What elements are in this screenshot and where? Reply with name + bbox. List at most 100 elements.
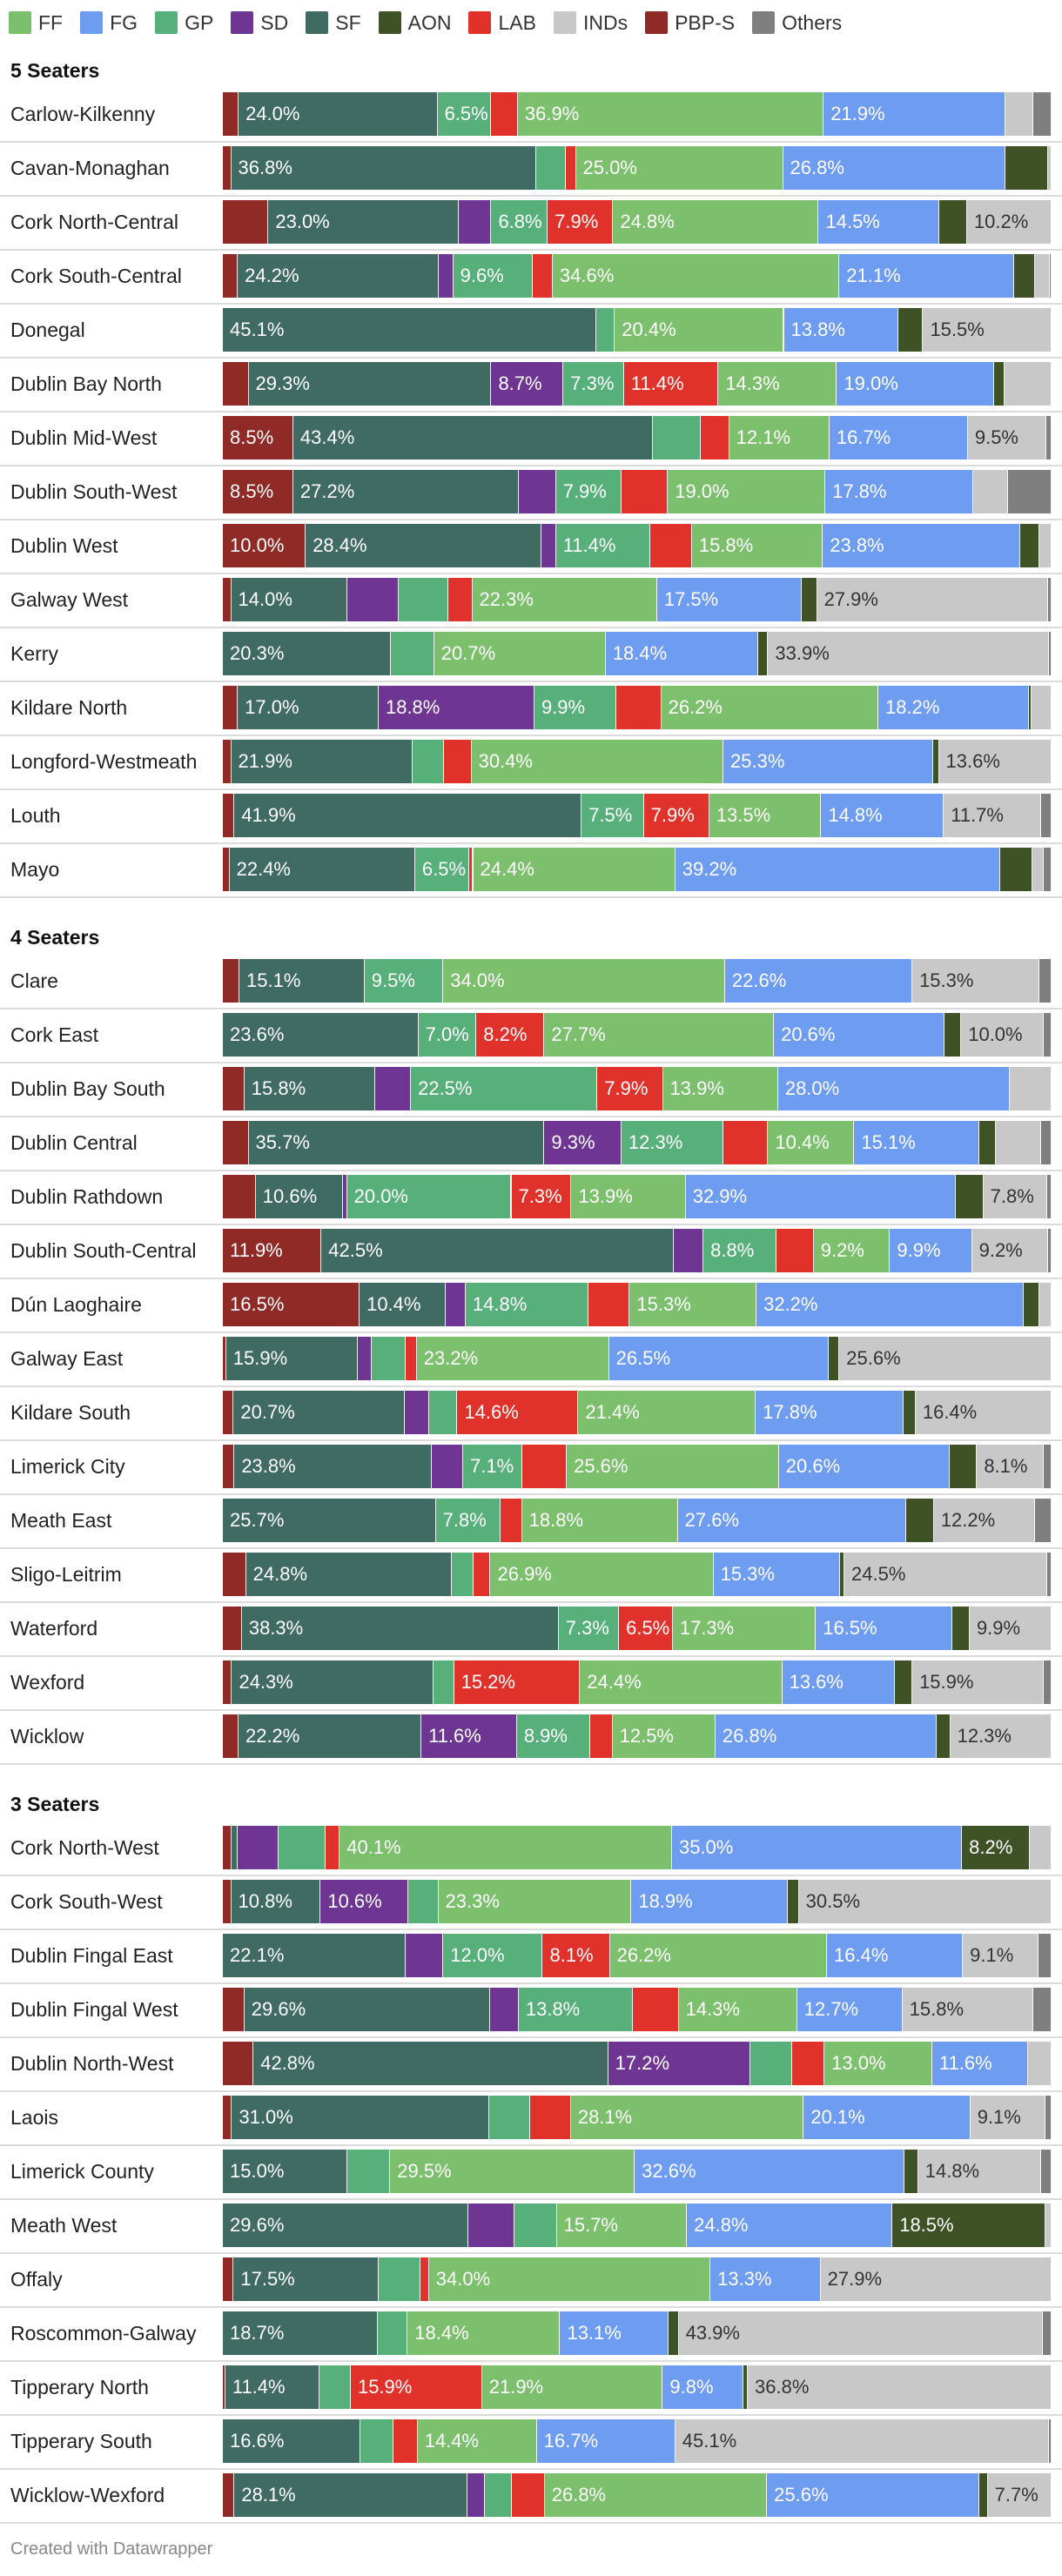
bar-segment-gp (418, 1013, 477, 1057)
bar-segment-inds (768, 632, 1050, 675)
constituency-label: Wexford (10, 1671, 85, 1694)
bar-segment-fg (818, 200, 939, 244)
bar-segment-sf (321, 1229, 674, 1272)
bar-segment-sd (342, 1175, 347, 1218)
stacked-bar: 15.1% 9.5% 34.0% 22.6% 15.3% (223, 959, 1052, 1003)
bar-segment-gp (378, 2257, 421, 2301)
bar-segment-oth (1038, 1934, 1052, 1977)
stacked-bar: 25.7% 7.8% 18.8% 27.6% 12.2% (223, 1499, 1052, 1542)
bar-segment-ff (571, 1175, 686, 1218)
bar-segment-aon (828, 1337, 840, 1380)
constituency-label: Dublin Central (10, 1131, 138, 1154)
bar-segment-inds (933, 1499, 1035, 1542)
stacked-bar: 24.2% 9.6% 34.6% 21.1% (223, 254, 1052, 298)
bar-segment-gp (750, 2042, 793, 2085)
bar-segment-ff (824, 2042, 932, 2085)
bar-segment-gp (703, 1229, 776, 1272)
bar-segment-inds (902, 1988, 1034, 2031)
constituency-label: Tipperary North (10, 2376, 149, 2398)
bar-segment-pbp (223, 2257, 234, 2301)
bar-segment-inds (971, 1229, 1049, 1272)
bar-segment-gp (364, 959, 444, 1003)
constituency-label: Longford-Westmeath (10, 750, 198, 773)
bar-segment-oth (1047, 1553, 1052, 1596)
bar-segment-gp (463, 1445, 522, 1488)
constituency-label: Cork North-Central (10, 211, 178, 233)
bar-segment-inds (944, 794, 1041, 837)
row-divider (0, 573, 1062, 574)
bar-segment-gp (378, 2311, 408, 2355)
bar-segment-oth (1007, 470, 1052, 513)
bar-segment-inds (1034, 254, 1051, 298)
row-divider (0, 2306, 1062, 2308)
bar-segment-fg (635, 2150, 905, 2193)
bar-segment-oth (1042, 2311, 1052, 2355)
bar-segment-aon (956, 1175, 984, 1218)
bar-segment-ff (612, 1714, 716, 1758)
bar-segment-pbp (223, 470, 293, 513)
bar-segment-pbp (223, 1826, 232, 1869)
bar-segment-oth (1044, 1013, 1052, 1057)
bar-segment-sf (223, 1934, 407, 1977)
bar-segment-ff (768, 1121, 855, 1164)
bar-segment-fg (677, 1499, 907, 1542)
bar-segment-inds (938, 740, 1052, 783)
bar-segment-oth (1045, 2096, 1052, 2139)
bar-segment-gp (319, 2365, 351, 2409)
bar-segment-gp (485, 2473, 512, 2517)
bar-segment-lab (533, 254, 553, 298)
bar-segment-sf (238, 254, 439, 298)
bar-segment-aon (1019, 524, 1039, 567)
bar-segment-gp (653, 416, 702, 460)
bar-segment-gp (346, 1175, 512, 1218)
legend-swatch (155, 11, 178, 34)
bar-segment-fg (756, 1391, 904, 1434)
constituency-label: Waterford (10, 1617, 98, 1640)
bar-segment-gp (411, 1067, 598, 1110)
constituency-row: Dublin Central 35.7% 9.3% 12.3% 10.4% 15.1% (0, 1121, 1062, 1175)
bar-segment-ff (544, 1013, 775, 1057)
bar-segment-pbp (223, 2365, 225, 2409)
bar-segment-gp (558, 1607, 620, 1650)
bar-segment-sf (306, 524, 541, 567)
row-divider (0, 1332, 1062, 1333)
constituency-row: Cork South-Central 24.2% 9.6% 34.6% 21.1% (0, 254, 1062, 308)
bar-segment-pbp (223, 1067, 245, 1110)
bar-segment-ff (570, 2096, 804, 2139)
stacked-bar: 28.1% 26.8% 25.6% 7.7% (223, 2473, 1052, 2517)
bar-segment-lab (326, 1826, 340, 1869)
stacked-bar: 15.8% 22.5% 7.9% 13.9% 28.0% (223, 1067, 1052, 1110)
bar-segment-lab (619, 1607, 673, 1650)
row-divider (0, 681, 1062, 682)
bar-segment-sf (231, 740, 413, 783)
bar-segment-pbp (223, 1283, 360, 1326)
bar-segment-fg (837, 362, 995, 406)
bar-segment-ff (661, 686, 879, 729)
legend-swatch (231, 11, 254, 34)
bar-segment-sf (232, 1826, 239, 1869)
bar-segment-oth (1049, 632, 1052, 675)
legend-label: FG (110, 10, 138, 34)
bar-segment-ff (575, 146, 783, 190)
constituency-row: Donegal 45.1% 20.4% 13.8% 15.5% (0, 308, 1062, 362)
stacked-bar: 38.3% 7.3% 6.5% 17.3% 16.5% 9.9% (223, 1607, 1052, 1650)
bar-segment-inds (1030, 1826, 1052, 1869)
bar-segment-aon (1014, 254, 1035, 298)
bar-segment-oth (1046, 416, 1052, 460)
constituency-row: Dublin Fingal East 22.1% 12.0% 8.1% 26.2% 16.… (0, 1934, 1062, 1988)
stacked-bar: 22.1% 12.0% 8.1% 26.2% 16.4% 9.1% (223, 1934, 1052, 1977)
legend-label: SD (260, 10, 289, 34)
bar-segment-pbp (223, 794, 235, 837)
bar-segment-sd (491, 362, 564, 406)
bar-segment-ff (517, 92, 824, 136)
bar-segment-aon (840, 1553, 844, 1596)
bar-segment-sf (234, 794, 582, 837)
row-divider (0, 1278, 1062, 1279)
constituency-row: Limerick County 15.0% 29.5% 32.6% 14.8% (0, 2150, 1062, 2204)
bar-segment-fg (890, 1229, 972, 1272)
bar-segment-pbp (223, 578, 232, 621)
bar-segment-aon (757, 632, 769, 675)
stacked-bar: 41.9% 7.5% 7.9% 13.5% 14.8% 11.7% (223, 794, 1052, 837)
bar-segment-pbp (223, 524, 306, 567)
bar-segment-gp (346, 2150, 391, 2193)
